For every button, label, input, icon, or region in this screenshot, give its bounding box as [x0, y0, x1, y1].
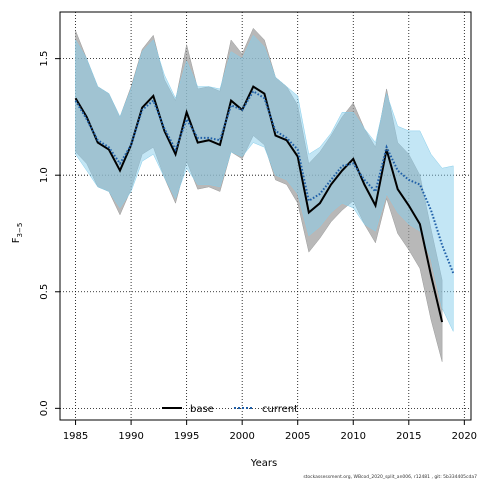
y-axis: 0.0 0.5 1.0 1.5 — [39, 51, 60, 416]
x-axis-title: Years — [250, 458, 277, 469]
y-axis-title-main: F — [11, 237, 22, 243]
legend: base current — [162, 404, 298, 415]
footer-note: stockassessment.org, WBcod_2020_split_an… — [303, 474, 477, 480]
confidence-bands — [75, 27, 454, 362]
legend-label-base: base — [190, 404, 214, 415]
x-tick-label: 2015 — [396, 431, 421, 442]
x-tick-label: 2000 — [229, 431, 254, 442]
confidence-band-current — [75, 34, 454, 332]
x-tick-label: 2020 — [452, 431, 477, 442]
x-axis: 1985 1990 1995 2000 2005 2010 2015 2020 — [63, 420, 477, 442]
series-lines — [74, 85, 455, 323]
x-tick-label: 2005 — [285, 431, 310, 442]
x-tick-label: 1985 — [63, 431, 88, 442]
y-axis-title-sub: 3−5 — [16, 223, 24, 238]
x-tick-label: 1995 — [174, 431, 199, 442]
y-tick-label: 1.0 — [39, 167, 50, 183]
legend-label-current: current — [262, 404, 298, 415]
y-tick-label: 0.0 — [39, 400, 50, 416]
x-tick-label: 2010 — [341, 431, 366, 442]
x-tick-label: 1990 — [118, 431, 143, 442]
plot-frame — [59, 11, 472, 421]
series-line-current — [74, 89, 455, 274]
y-tick-label: 0.5 — [39, 284, 50, 300]
y-tick-label: 1.5 — [39, 51, 50, 67]
y-axis-title: F3−5 — [11, 223, 24, 244]
